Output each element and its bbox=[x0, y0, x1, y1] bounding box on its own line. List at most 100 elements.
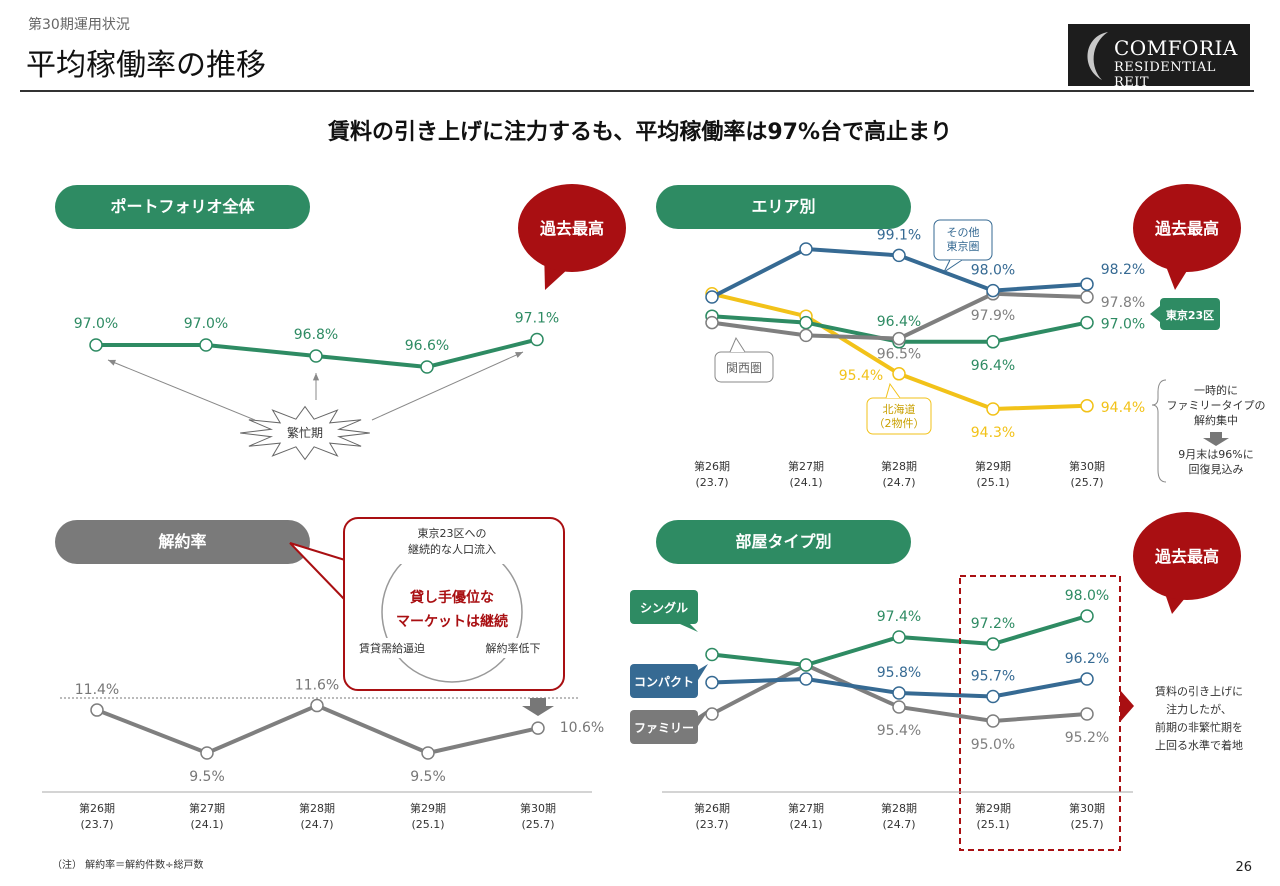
area-data-label: 96.4% bbox=[971, 358, 1015, 374]
x-tick-label: 第30期 bbox=[520, 801, 556, 815]
area-data-label: 99.1% bbox=[877, 227, 921, 243]
note-recovery-text: 9月末は96%に bbox=[1178, 447, 1253, 461]
tag-single-tail bbox=[680, 624, 698, 632]
portfolio-data-label: 97.0% bbox=[184, 316, 228, 332]
room-note-text: 賃料の引き上げに bbox=[1155, 684, 1243, 698]
room-data-label: 95.7% bbox=[971, 669, 1015, 685]
x-tick-sublabel: (25.7) bbox=[1070, 476, 1103, 489]
room-note-text: 上回る水準で着地 bbox=[1155, 738, 1243, 752]
pill-portfolio: ポートフォリオ全体 bbox=[55, 185, 310, 229]
portfolio-series-point bbox=[309, 349, 323, 363]
x-tick-label: 第30期 bbox=[1069, 459, 1105, 473]
title-divider bbox=[20, 90, 1254, 92]
area-kansai-point bbox=[892, 331, 906, 346]
x-tick-sublabel: (25.7) bbox=[521, 818, 554, 831]
callout-kansai-text: 関西圏 bbox=[726, 361, 762, 375]
x-tick-label: 第29期 bbox=[975, 459, 1011, 473]
room-single-point bbox=[799, 658, 813, 672]
x-tick-sublabel: (24.1) bbox=[190, 818, 223, 831]
portfolio-data-label: 96.8% bbox=[294, 327, 338, 343]
tag-family-tail bbox=[698, 708, 710, 726]
page-title: 平均稼働率の推移 bbox=[26, 48, 266, 83]
busy-arrow-left-head bbox=[108, 359, 116, 366]
room-note-text: 注力したが、 bbox=[1166, 702, 1232, 716]
area-data-label: 98.0% bbox=[971, 263, 1015, 279]
cancel-series-point bbox=[200, 746, 214, 760]
note-recovery-text: 回復見込み bbox=[1189, 463, 1244, 476]
room-data-label: 96.2% bbox=[1065, 651, 1109, 667]
tag-compact bbox=[630, 664, 698, 698]
tag-family-text: ファミリー bbox=[634, 721, 694, 735]
note-family-text: 解約集中 bbox=[1194, 413, 1238, 427]
area-kansai-point bbox=[705, 315, 719, 330]
area-other-tokyo-point bbox=[892, 248, 906, 263]
x-tick-sublabel: (25.7) bbox=[1070, 818, 1103, 831]
x-tick-label: 第28期 bbox=[881, 459, 917, 473]
cancel-series-point bbox=[421, 746, 435, 760]
x-tick-label: 第26期 bbox=[694, 801, 730, 815]
area-tokyo23-point bbox=[799, 315, 813, 330]
x-tick-label: 第26期 bbox=[79, 801, 115, 815]
x-tick-label: 第26期 bbox=[694, 459, 730, 473]
area-data-label: 96.4% bbox=[877, 314, 921, 330]
section-subhead: 第30期運用状況 bbox=[28, 17, 130, 33]
company-logo: COMFORIA RESIDENTIAL REIT bbox=[1068, 24, 1250, 90]
x-tick-sublabel: (24.1) bbox=[789, 818, 822, 831]
busy-season-label: 繁忙期 bbox=[287, 425, 323, 440]
portfolio-data-label: 97.1% bbox=[515, 311, 559, 327]
down-arrow-head bbox=[522, 706, 554, 716]
area-data-label: 98.2% bbox=[1101, 262, 1145, 278]
cancel-data-label: 9.5% bbox=[189, 769, 225, 785]
cycle-center-text: マーケットは継続 bbox=[396, 613, 508, 630]
record-bubble-portfolio-label: 過去最高 bbox=[539, 219, 604, 238]
area-data-label: 94.4% bbox=[1101, 400, 1145, 416]
cancel-data-label: 9.5% bbox=[410, 769, 446, 785]
room-data-label: 98.0% bbox=[1065, 588, 1109, 604]
area-other-tokyo-point bbox=[986, 283, 1000, 298]
portfolio-series-point bbox=[420, 360, 434, 374]
footnote: （注） 解約率＝解約件数÷総戸数 bbox=[52, 860, 204, 871]
room-compact-point bbox=[892, 686, 906, 700]
tag-tokyo23-text: 東京23区 bbox=[1166, 308, 1214, 322]
x-tick-label: 第29期 bbox=[410, 801, 446, 815]
x-tick-label: 第28期 bbox=[881, 801, 917, 815]
room-data-label: 97.4% bbox=[877, 609, 921, 625]
area-data-label: 97.0% bbox=[1101, 317, 1145, 333]
x-tick-sublabel: (23.7) bbox=[695, 476, 728, 489]
note-brace bbox=[1151, 379, 1167, 483]
room-data-label: 95.0% bbox=[971, 737, 1015, 753]
area-hokkaido-point bbox=[1080, 399, 1094, 413]
record-bubble-room-label: 過去最高 bbox=[1154, 547, 1219, 566]
tag-tokyo23-tail bbox=[1150, 306, 1160, 322]
callout-kansai-tail bbox=[729, 336, 746, 353]
note-family-text: 一時的に bbox=[1194, 383, 1238, 397]
cancel-series-point bbox=[310, 698, 324, 713]
cycle-mask-left bbox=[352, 638, 440, 658]
cycle-mask-right bbox=[476, 638, 552, 658]
busy-season-burst bbox=[240, 405, 370, 461]
pill-cancel-rate: 解約率 bbox=[55, 520, 310, 564]
room-compact-point bbox=[799, 672, 813, 686]
down-arrow-shaft bbox=[530, 698, 546, 706]
x-tick-label: 第27期 bbox=[788, 801, 824, 815]
x-tick-sublabel: (23.7) bbox=[695, 818, 728, 831]
cancel-data-label: 11.6% bbox=[295, 678, 339, 694]
area-data-label: 95.4% bbox=[839, 368, 883, 384]
record-bubble-area-label: 過去最高 bbox=[1154, 219, 1219, 238]
callout-hokkaido-text: （2物件） bbox=[874, 416, 925, 430]
x-tick-sublabel: (24.7) bbox=[300, 818, 333, 831]
x-tick-sublabel: (25.1) bbox=[976, 818, 1009, 831]
cycle-top-text: 継続的な人口流入 bbox=[408, 542, 496, 556]
area-data-label: 96.5% bbox=[877, 347, 921, 363]
area-kansai-point bbox=[1080, 290, 1094, 304]
room-data-label: 95.4% bbox=[877, 723, 921, 739]
logo-swoosh-icon bbox=[1087, 32, 1108, 80]
portfolio-data-label: 97.0% bbox=[74, 316, 118, 332]
room-family-point bbox=[1080, 707, 1094, 721]
area-data-label: 97.8% bbox=[1101, 295, 1145, 311]
portfolio-data-label: 96.6% bbox=[405, 338, 449, 354]
logo-wordmark: COMFORIA bbox=[1114, 36, 1238, 60]
headline: 賃料の引き上げに注力するも、平均稼働率は97%台で高止まり bbox=[327, 120, 952, 145]
room-compact-point bbox=[705, 675, 719, 690]
area-kansai-point bbox=[799, 328, 813, 343]
